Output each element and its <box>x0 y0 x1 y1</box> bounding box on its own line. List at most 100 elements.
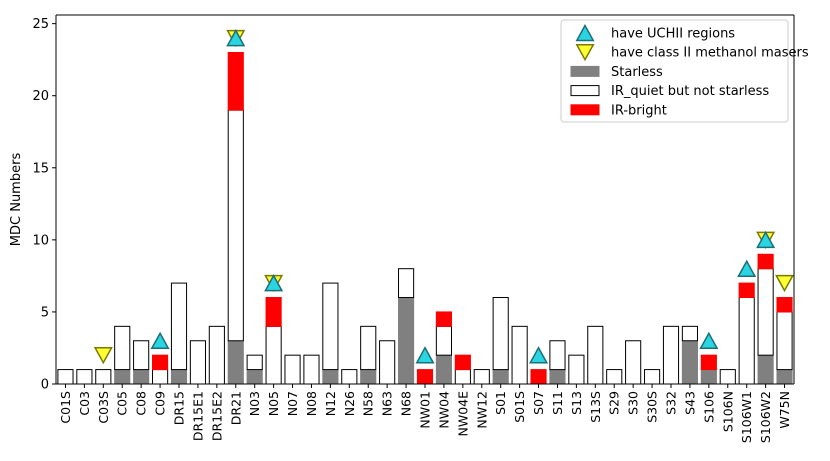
x-tick-label: S106W1 <box>739 391 754 443</box>
legend-label: IR-bright <box>611 103 667 118</box>
bar-S32-ir-quiet-but-not-starless <box>662 325 680 385</box>
bar-N26-ir-quiet-but-not-starless <box>341 369 358 385</box>
x-tick-label: DR15E2 <box>209 391 224 441</box>
bar-C03S-ir-quiet-but-not-starless <box>95 369 112 385</box>
legend-uchii-symbol <box>575 23 595 42</box>
x-tick-label: NW04E <box>455 391 470 437</box>
bar-NW12-ir-quiet-but-not-starless <box>473 369 490 385</box>
bar-NW04E-ir-quiet-but-not-starless <box>454 369 471 385</box>
bar-N58-ir-quiet-but-not-starless <box>360 325 377 371</box>
bar-DR15E1-ir-quiet-but-not-starless <box>189 340 206 385</box>
bar-DR15-starless <box>170 369 188 385</box>
bar-C09-ir-bright <box>152 354 169 371</box>
x-tick-label: N63 <box>380 391 395 416</box>
y-tick-label: 0 <box>41 378 49 393</box>
x-tick-label: S07 <box>531 391 546 415</box>
bar-S106W2-ir-quiet-but-not-starless <box>757 268 774 356</box>
bar-DR21-ir-bright <box>227 51 244 111</box>
bar-C08-starless <box>133 369 150 385</box>
y-tick-label: 20 <box>32 89 49 104</box>
uchii-marker-S07 <box>529 346 549 364</box>
bar-S43-starless <box>681 340 698 385</box>
legend-label: IR_quiet but not starless <box>611 84 769 99</box>
bar-N68-starless <box>398 297 415 385</box>
bar-S106W1-ir-quiet-but-not-starless <box>738 297 755 385</box>
bar-S29-ir-quiet-but-not-starless <box>606 369 623 385</box>
x-tick-label: C08 <box>134 391 149 416</box>
x-tick-label: S01S <box>512 391 527 423</box>
bar-N12-ir-quiet-but-not-starless <box>322 282 339 371</box>
x-tick-label: DR15 <box>172 391 187 425</box>
bar-NW01-ir-bright <box>416 369 434 385</box>
uchii-marker-S106W1 <box>737 259 757 277</box>
bar-S106-ir-bright <box>700 354 717 371</box>
bar-S07-ir-bright <box>530 369 547 385</box>
bar-W75N-starless <box>776 369 793 385</box>
legend-label: Starless <box>611 65 663 80</box>
legend-box <box>560 19 789 123</box>
x-tick-label: C03 <box>77 391 92 416</box>
bar-S30S-ir-quiet-but-not-starless <box>644 369 661 385</box>
x-tick-label: N07 <box>285 391 300 416</box>
bar-C05-starless <box>114 369 131 385</box>
x-tick-label: N12 <box>323 391 338 416</box>
maser-marker-C03S <box>93 346 113 365</box>
bar-S01S-ir-quiet-but-not-starless <box>511 325 528 385</box>
bar-N07-ir-quiet-but-not-starless <box>284 354 301 385</box>
legend-swatch <box>570 104 600 116</box>
x-tick-label: S32 <box>664 391 679 415</box>
bar-S11-ir-quiet-but-not-starless <box>549 340 566 371</box>
x-tick-label: W75N <box>777 391 792 429</box>
x-tick-label: N03 <box>247 391 262 416</box>
bar-NW04-ir-bright <box>435 311 452 327</box>
maser-marker-W75N <box>775 274 795 293</box>
x-tick-label: N05 <box>266 391 281 416</box>
bar-S13-ir-quiet-but-not-starless <box>568 354 585 385</box>
bar-N03-starless <box>246 369 263 385</box>
uchii-marker-N05 <box>264 274 284 292</box>
x-tick-label: N08 <box>304 391 319 416</box>
bar-N05-ir-quiet-but-not-starless <box>265 325 282 385</box>
bar-C05-ir-quiet-but-not-starless <box>114 325 131 371</box>
bar-S106W1-ir-bright <box>738 282 755 299</box>
x-tick-label: DR15E1 <box>190 391 205 441</box>
y-tick-label: 5 <box>41 305 49 320</box>
bar-C03-ir-quiet-but-not-starless <box>76 369 93 385</box>
x-tick-label: N68 <box>399 391 414 416</box>
uchii-marker-NW01 <box>415 346 435 364</box>
bar-S43-ir-quiet-but-not-starless <box>681 325 698 342</box>
x-tick-label: S30S <box>645 391 660 423</box>
bar-S30-ir-quiet-but-not-starless <box>625 340 642 385</box>
uchii-marker-S106 <box>699 331 719 350</box>
x-tick-label: S13S <box>588 391 603 423</box>
y-tick-label: 10 <box>32 233 49 248</box>
bar-S106-starless <box>700 369 717 385</box>
bar-NW04-ir-quiet-but-not-starless <box>435 325 452 356</box>
x-tick-label: S01 <box>493 391 508 415</box>
bar-N58-starless <box>360 369 377 385</box>
bar-S106W2-ir-bright <box>757 253 774 270</box>
legend: have UCHII regions have class II methanol… <box>560 19 809 123</box>
bar-C09-ir-quiet-but-not-starless <box>152 369 169 385</box>
bar-W75N-ir-quiet-but-not-starless <box>776 311 793 371</box>
uchii-marker-DR21 <box>226 29 246 47</box>
bar-N05-ir-bright <box>265 297 282 327</box>
x-tick-label: C01S <box>58 391 73 424</box>
uchii-marker-S106W2 <box>756 230 776 249</box>
axes: 0 5 10 15 20 25 C01S C03 C03S C05 C08 C09 DR15 DR15E1… <box>32 14 795 443</box>
y-tick-label: 15 <box>32 161 49 176</box>
x-tick-label: NW04 <box>436 391 451 429</box>
bar-W75N-ir-bright <box>776 297 793 313</box>
y-tick-label: 25 <box>32 17 49 32</box>
bar-DR15E2-ir-quiet-but-not-starless <box>208 325 225 385</box>
legend-maser-symbol <box>575 43 595 62</box>
x-tick-label: C09 <box>153 391 168 416</box>
bar-DR21-starless <box>227 340 244 385</box>
x-tick-label: S30 <box>626 391 641 415</box>
x-tick-label: NW12 <box>474 391 489 429</box>
x-tick-label: N26 <box>342 391 357 416</box>
x-tick-label: S13 <box>569 391 584 415</box>
y-axis-label: MDC Numbers <box>9 153 24 247</box>
bar-S13S-ir-quiet-but-not-starless <box>587 325 604 385</box>
